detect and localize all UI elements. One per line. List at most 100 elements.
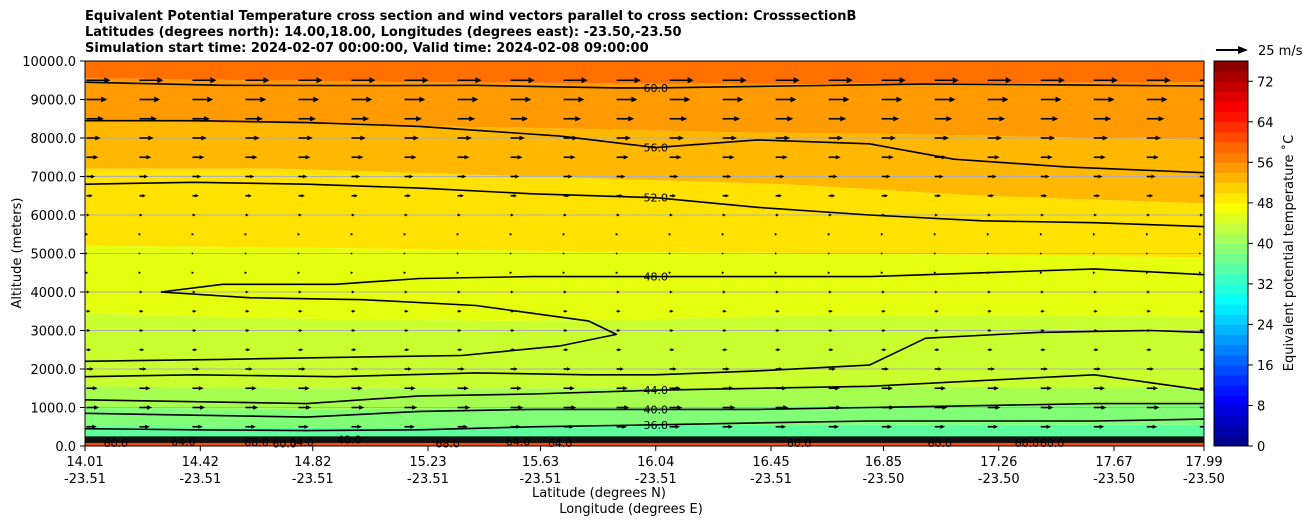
wind-vector-head xyxy=(1058,77,1065,84)
wind-vector-head xyxy=(512,348,516,352)
colorbar-segment xyxy=(1214,61,1248,72)
x-tick-label-lon: -23.50 xyxy=(1093,472,1135,487)
wind-vector-head xyxy=(880,271,884,275)
wind-vector-head xyxy=(244,271,248,275)
wind-vector xyxy=(615,252,618,255)
wind-vector-head xyxy=(889,405,895,410)
wind-vector-head xyxy=(306,405,312,410)
wind-vector-head xyxy=(562,271,566,275)
wind-vector-head xyxy=(513,367,518,371)
wind-vector-head xyxy=(1041,290,1044,294)
wind-vector-head xyxy=(300,348,304,352)
wind-vector-head xyxy=(615,271,619,275)
wind-vector xyxy=(85,252,88,255)
x-tick-label-lat: 16.04 xyxy=(637,455,674,470)
wind-vector-head xyxy=(412,405,418,410)
wind-vector xyxy=(668,252,671,255)
colorbar-segment xyxy=(1214,172,1248,184)
wind-vector-head xyxy=(726,367,730,371)
wind-vector xyxy=(1092,252,1095,255)
wind-vector-head xyxy=(888,155,894,160)
wind-vector-head xyxy=(91,174,96,179)
wind-vector-head xyxy=(1152,424,1158,429)
wind-vector-head xyxy=(85,232,89,236)
colorbar-tick-label: 56 xyxy=(1257,156,1274,171)
wind-vector-head xyxy=(1046,424,1052,429)
wind-vector-head xyxy=(622,424,627,429)
wind-vector-head xyxy=(578,96,585,103)
wind-vector-head xyxy=(403,271,407,275)
x-tick-label-lat: 14.01 xyxy=(66,455,103,470)
surface-contour-label: 60.0 xyxy=(1015,437,1040,450)
contour-60 xyxy=(85,81,1204,89)
wind-vector-head xyxy=(986,232,990,236)
surface-contour-label: 60.0 xyxy=(927,437,952,450)
wind-vector xyxy=(244,252,247,255)
wind-vector-head xyxy=(887,424,893,429)
contour-label: 60.0 xyxy=(643,82,668,95)
wind-vector-head xyxy=(781,424,787,429)
wind-vector-head xyxy=(509,271,513,275)
wind-vector-head xyxy=(354,367,359,371)
wind-vector-head xyxy=(519,135,525,141)
wind-vector-head xyxy=(1209,136,1215,141)
wind-vector-head xyxy=(357,424,362,429)
chart-title-line-3: Simulation start time: 2024-02-07 00:00:… xyxy=(85,41,649,56)
wind-vector-head xyxy=(92,386,98,391)
wind-vector-head xyxy=(1102,135,1109,141)
wind-vector-head xyxy=(351,213,355,217)
wind-vector-head xyxy=(456,232,460,236)
wind-vector-head xyxy=(631,96,638,103)
wind-vector-head xyxy=(1207,155,1212,159)
y-tick-label: 8000.0 xyxy=(31,132,77,147)
wind-vector-head xyxy=(1147,309,1151,313)
x-tick-label-lon: -23.51 xyxy=(635,472,677,487)
fill-band-46 xyxy=(85,313,1204,389)
wind-vector-head xyxy=(145,424,150,429)
colorbar-segment xyxy=(1214,71,1248,82)
wind-vector-head xyxy=(1099,424,1105,429)
wind-vector-head xyxy=(244,232,248,236)
colorbar-tick-label: 0 xyxy=(1257,440,1265,455)
wind-vector-head xyxy=(139,290,143,294)
wind-vector-head xyxy=(1149,194,1154,198)
wind-vector-head xyxy=(357,386,363,391)
wind-vector-head xyxy=(673,367,677,371)
contour-48 xyxy=(85,291,618,363)
wind-vector-head xyxy=(350,232,354,236)
wind-vector-head xyxy=(462,174,467,179)
wind-vector-head xyxy=(1151,174,1156,179)
wind-vector-head xyxy=(260,96,267,103)
wind-vector xyxy=(1145,252,1148,255)
wind-vector-head xyxy=(782,386,787,391)
surface-contour-label: 68.0 xyxy=(244,436,269,449)
wind-vector-head xyxy=(723,213,726,217)
colorbar-tick-label: 48 xyxy=(1257,197,1274,212)
wind-vector-head xyxy=(684,96,691,103)
contour-label: 52.0 xyxy=(643,192,668,205)
wind-vector-head xyxy=(407,194,411,198)
colorbar-segment xyxy=(1214,81,1248,92)
colorbar-segment xyxy=(1214,314,1248,325)
wind-vector-head xyxy=(1145,232,1149,236)
wind-vector-head xyxy=(146,155,152,160)
wind-vector-head xyxy=(616,290,620,294)
wind-vector xyxy=(1039,252,1042,255)
wind-vector-head xyxy=(138,271,142,275)
wind-vector-head xyxy=(1096,194,1101,198)
wind-vector-head xyxy=(351,290,355,294)
wind-vector-head xyxy=(515,174,520,179)
x-axis: 14.01 -23.51 14.42 -23.51 14.82 -23.51 15.23 -2… xyxy=(64,446,1225,487)
wind-vector-head xyxy=(896,96,903,103)
wind-vector-head xyxy=(670,309,674,313)
wind-vector-head xyxy=(572,135,578,141)
wind-vector-head xyxy=(1043,194,1048,198)
wind-vector-head xyxy=(142,367,147,371)
wind-vector-head xyxy=(465,405,471,410)
wind-vector-head xyxy=(940,424,946,429)
wind-vector-head xyxy=(1098,174,1103,179)
wind-vector-head xyxy=(676,386,681,391)
wind-vector-head xyxy=(935,309,939,313)
wind-vector-head xyxy=(776,328,780,333)
